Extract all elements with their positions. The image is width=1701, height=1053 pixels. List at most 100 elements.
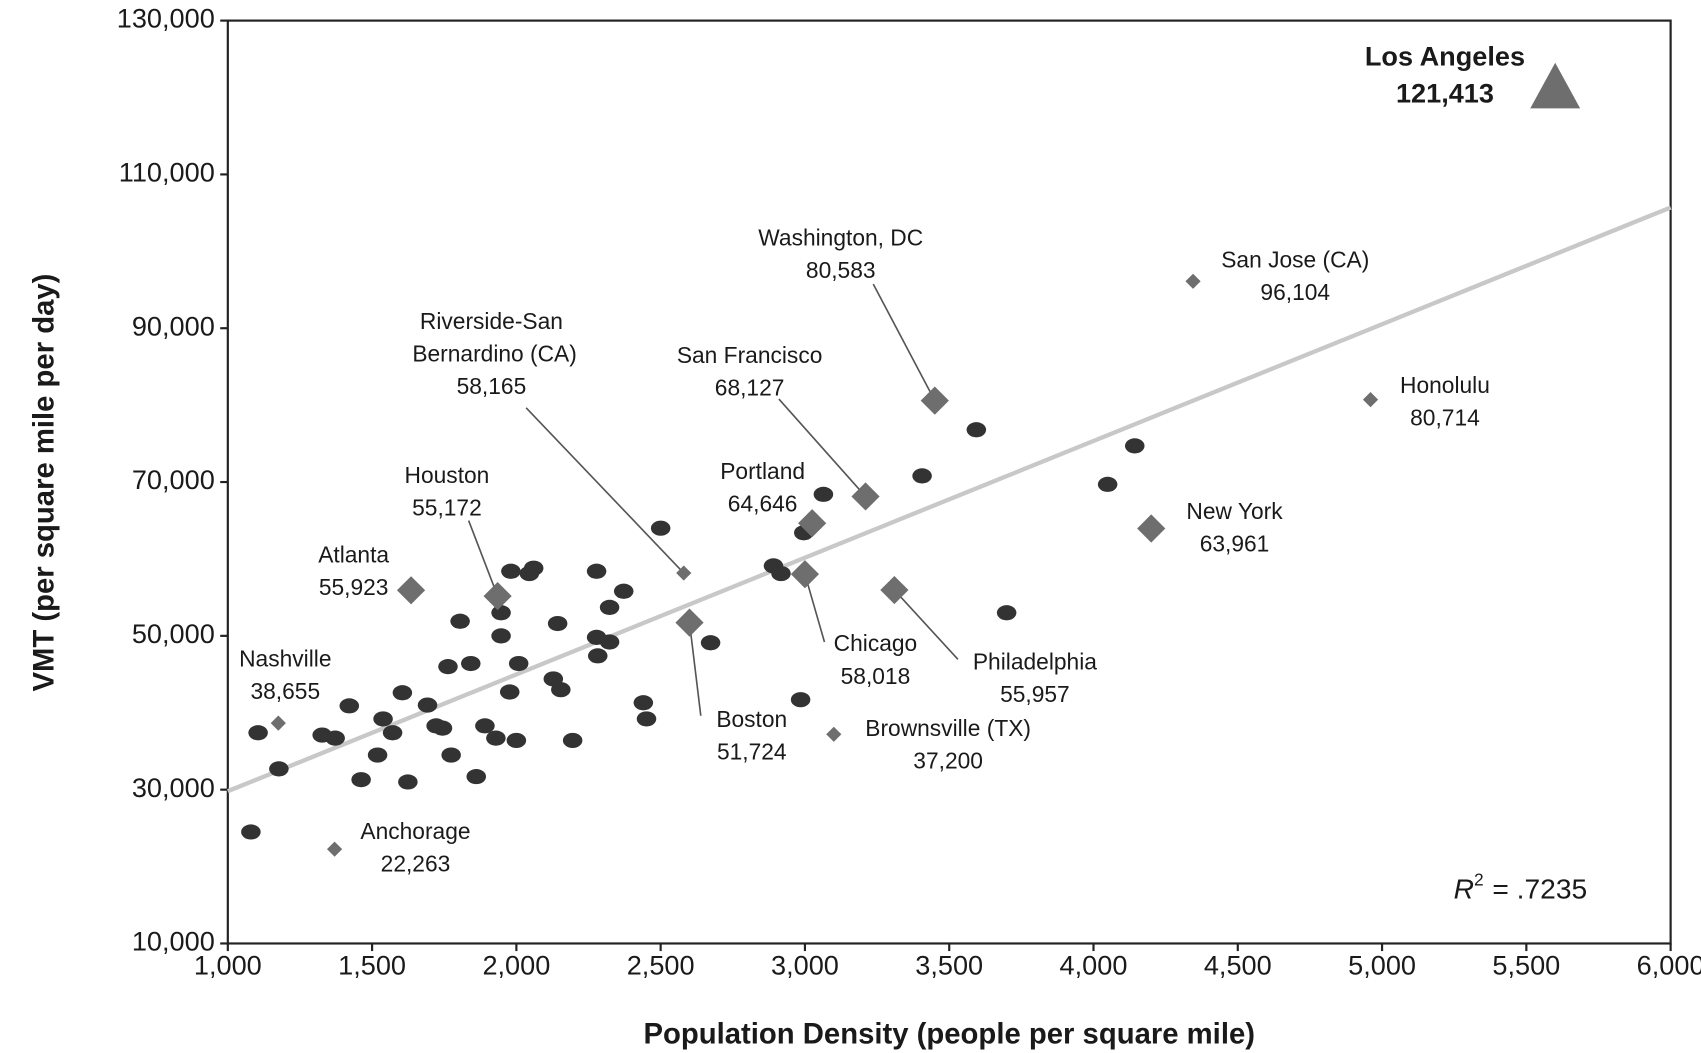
point [996, 605, 1017, 621]
point [650, 520, 671, 536]
y-tick-label: 110,000 [119, 157, 215, 188]
point [676, 565, 692, 581]
point [912, 468, 932, 484]
trend-line [226, 205, 1672, 794]
point [241, 824, 261, 840]
r-squared: R2 = .7235 [1454, 869, 1588, 905]
point-label: Boston [716, 706, 787, 732]
point [1137, 514, 1166, 543]
leader-line [893, 589, 959, 660]
point [396, 576, 426, 605]
value-label: 96,104 [1260, 279, 1330, 305]
x-tick-label: 5,500 [1492, 949, 1560, 980]
x-axis-title: Population Density (people per square mi… [643, 1017, 1255, 1050]
point [586, 563, 607, 579]
r-superscript: 2 [1474, 869, 1484, 889]
x-tick-label: 5,000 [1348, 949, 1416, 980]
point [382, 725, 403, 741]
x-tick-label: 2,500 [627, 949, 695, 980]
r-value: = .7235 [1492, 873, 1587, 905]
x-tick-label: 1,500 [338, 949, 406, 980]
point [373, 711, 393, 727]
value-label: 63,961 [1200, 530, 1270, 556]
point-label: Chicago [834, 630, 918, 656]
point [599, 599, 620, 615]
point [461, 655, 481, 672]
point [466, 768, 487, 785]
value-label: 58,018 [841, 663, 911, 689]
point [499, 684, 520, 700]
point [325, 730, 345, 746]
value-label: 55,923 [319, 574, 389, 600]
point [798, 509, 827, 538]
point [392, 685, 413, 701]
x-tick-label: 2,000 [482, 949, 550, 980]
point [483, 581, 512, 611]
point-label: Philadelphia [973, 649, 1097, 675]
value-label: 22,263 [381, 850, 451, 876]
x-tick-label: 3,500 [915, 949, 983, 980]
value-label: 80,714 [1410, 405, 1480, 431]
point [248, 725, 268, 741]
point [1125, 438, 1145, 454]
leader-line [872, 283, 936, 402]
y-tick-label: 90,000 [132, 310, 215, 341]
point [675, 608, 704, 637]
value-label: 58,165 [457, 373, 527, 399]
point [367, 747, 388, 763]
point [491, 628, 511, 644]
point [966, 422, 987, 438]
point-label: Anchorage [360, 818, 470, 844]
point-label: Riverside-San Bernardino (CA) [406, 308, 577, 367]
point [351, 772, 371, 788]
point-label: Honolulu [1400, 372, 1490, 398]
point-label: Brownsville (TX) [865, 715, 1031, 741]
value-label: 55,172 [412, 495, 482, 521]
point [270, 715, 286, 731]
x-tick-label: 4,500 [1204, 949, 1272, 980]
x-tick-label: 4,000 [1060, 949, 1128, 980]
point [851, 482, 880, 511]
y-tick-label: 30,000 [132, 772, 215, 803]
point [475, 718, 495, 734]
leader-line [525, 407, 685, 574]
point [700, 635, 721, 651]
point [562, 732, 583, 749]
y-tick-label: 10,000 [132, 926, 215, 957]
point-label: Houston [405, 462, 490, 488]
point [417, 697, 438, 713]
leader-line [778, 398, 867, 497]
y-tick-label: 130,000 [117, 3, 215, 34]
point [501, 563, 521, 579]
y-axis-title: VMT (per square mile per day) [27, 274, 60, 692]
point-label: Los Angeles [1365, 41, 1525, 72]
point [599, 634, 620, 650]
point [1185, 273, 1201, 289]
r-symbol: R [1454, 873, 1474, 905]
point [1097, 476, 1118, 492]
y-tick-label: 50,000 [132, 618, 215, 649]
leader-line [688, 622, 702, 716]
point [491, 605, 511, 621]
point-label: Portland [720, 458, 805, 484]
point-label: Washington, DC [758, 225, 923, 251]
point [438, 659, 458, 675]
point [523, 560, 544, 576]
point [633, 695, 654, 711]
value-label: 80,583 [806, 257, 876, 283]
value-label: 121,413 [1396, 78, 1494, 109]
value-label: 51,724 [717, 739, 787, 765]
point [398, 774, 418, 790]
point [1362, 392, 1379, 408]
point [269, 761, 289, 777]
x-tick-label: 1,000 [194, 949, 262, 980]
point-label: Nashville [239, 645, 331, 671]
x-tick-label: 6,000 [1637, 949, 1701, 980]
point [486, 730, 506, 746]
point [613, 583, 634, 599]
point-label: Atlanta [318, 541, 389, 567]
point [790, 692, 811, 708]
value-label: 68,127 [715, 374, 785, 400]
point [339, 698, 360, 714]
